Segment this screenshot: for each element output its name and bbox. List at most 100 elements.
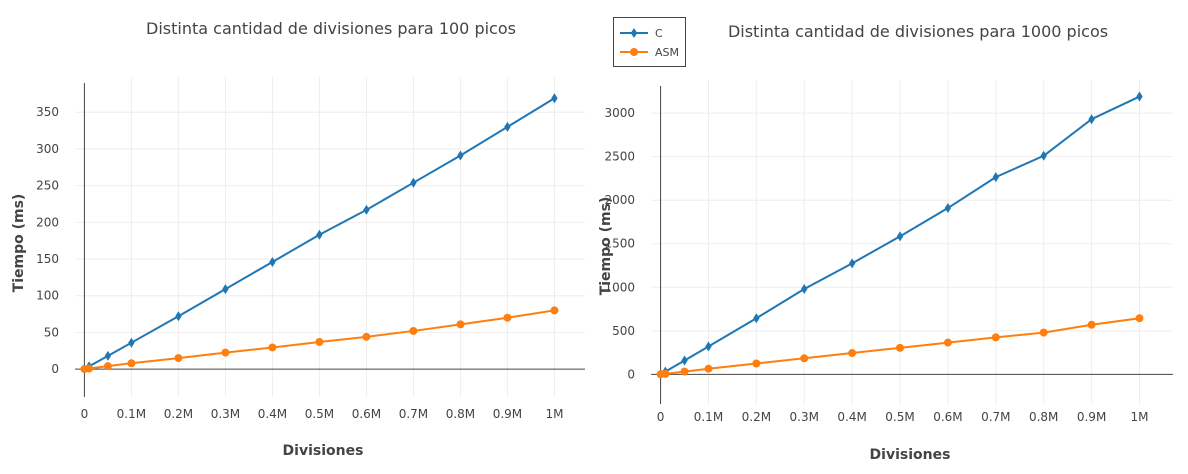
data-point-circle (661, 369, 670, 378)
data-point-diamond (175, 311, 182, 322)
x-tick-label: 0.7M (981, 410, 1010, 424)
y-tick-label: 500 (612, 324, 635, 338)
data-point-circle (1135, 314, 1144, 323)
x-tick-label: 0.2M (742, 410, 771, 424)
y-tick-label: 1500 (604, 237, 635, 251)
y-tick-label: 300 (36, 142, 59, 156)
data-point-circle (315, 337, 324, 346)
y-axis-label: Tiempo (ms) (598, 197, 614, 296)
data-point-circle (752, 359, 761, 368)
data-point-diamond (410, 177, 417, 188)
data-point-circle (550, 306, 559, 315)
series-asm (80, 306, 559, 374)
data-point-diamond (551, 93, 558, 104)
gridlines (651, 80, 1173, 404)
y-tick-label: 0 (627, 367, 635, 381)
data-point-diamond (457, 150, 464, 161)
chart-title: Distinta cantidad de divisiones para 100… (728, 22, 1108, 41)
y-tick-label: 0 (51, 362, 59, 376)
data-point-circle (456, 320, 465, 329)
x-tick-label: 0 (81, 407, 89, 421)
data-point-diamond (1088, 114, 1095, 125)
data-point-diamond (705, 341, 712, 352)
data-point-circle (503, 313, 512, 322)
data-point-diamond (896, 231, 904, 242)
x-tick-label: 0.8M (446, 407, 475, 421)
x-tick-label: 0.3M (790, 410, 819, 424)
legend-marker-diamond (630, 28, 638, 38)
data-point-diamond (222, 284, 229, 295)
data-point-circle (896, 343, 905, 352)
data-point-circle (1087, 320, 1096, 329)
y-tick-label: 350 (36, 105, 59, 119)
x-tick-label: 0.1M (117, 407, 146, 421)
data-point-circle (409, 326, 418, 335)
data-point-diamond (504, 121, 511, 132)
data-point-circle (127, 359, 136, 368)
legend-label: ASM (655, 46, 679, 59)
x-tick-label: 0.3M (211, 407, 240, 421)
y-tick-label: 3000 (604, 106, 635, 120)
data-point-circle (943, 338, 952, 347)
x-tick-label: 0.8M (1029, 410, 1058, 424)
data-point-diamond (269, 256, 276, 267)
data-point-circle (103, 362, 112, 371)
series-c (657, 91, 1143, 379)
x-tick-label: 0.9M (1077, 410, 1106, 424)
data-point-diamond (848, 258, 856, 269)
data-point-circle (1039, 328, 1048, 337)
series-asm (656, 314, 1144, 379)
data-point-diamond (753, 313, 760, 324)
chart-1000-picos: Distinta cantidad de divisiones para 100… (598, 22, 1173, 463)
x-tick-label: 0.4M (258, 407, 287, 421)
gridlines (75, 77, 585, 397)
data-point-circle (85, 364, 94, 373)
legend-item-c[interactable]: C (620, 27, 663, 40)
data-point-diamond (992, 172, 1000, 183)
x-axis-label: Divisiones (870, 447, 951, 463)
x-tick-label: 0.6M (352, 407, 381, 421)
y-tick-label: 150 (36, 252, 59, 266)
x-tick-label: 0 (657, 410, 665, 424)
y-tick-label: 100 (36, 289, 59, 303)
legend-item-asm[interactable]: ASM (620, 46, 679, 59)
x-tick-label: 0.4M (837, 410, 866, 424)
data-point-diamond (128, 337, 135, 348)
y-tick-label: 1000 (604, 280, 635, 294)
chart-100-picos: Distinta cantidad de divisiones para 100… (11, 19, 585, 459)
x-tick-label: 0.2M (164, 407, 193, 421)
data-point-diamond (801, 284, 808, 295)
chart-title: Distinta cantidad de divisiones para 100… (146, 19, 516, 38)
data-point-circle (680, 367, 689, 376)
x-tick-label: 0.1M (694, 410, 723, 424)
data-point-circle (800, 354, 809, 363)
data-point-circle (991, 333, 1000, 342)
data-point-diamond (944, 203, 952, 214)
y-axis-label: Tiempo (ms) (11, 194, 27, 293)
x-tick-label: 1M (1130, 410, 1148, 424)
data-point-circle (221, 348, 230, 357)
data-point-circle (268, 343, 277, 352)
data-point-diamond (681, 355, 688, 366)
legend-marker-circle (630, 48, 638, 56)
x-tick-label: 0.7M (399, 407, 428, 421)
x-tick-label: 1M (545, 407, 563, 421)
x-axis-label: Divisiones (283, 443, 364, 459)
data-point-diamond (316, 229, 323, 240)
data-point-diamond (1136, 91, 1143, 102)
x-tick-label: 0.5M (885, 410, 914, 424)
y-tick-label: 50 (44, 325, 59, 339)
data-point-diamond (1040, 150, 1047, 161)
x-tick-label: 0.5M (305, 407, 334, 421)
y-tick-label: 250 (36, 179, 59, 193)
legend: C ASM (613, 17, 686, 67)
y-tick-label: 200 (36, 215, 59, 229)
y-tick-label: 2000 (604, 193, 635, 207)
x-tick-label: 0.9M (493, 407, 522, 421)
data-point-circle (848, 349, 857, 358)
data-point-diamond (363, 204, 370, 215)
data-point-circle (362, 332, 371, 341)
data-point-diamond (104, 350, 112, 361)
